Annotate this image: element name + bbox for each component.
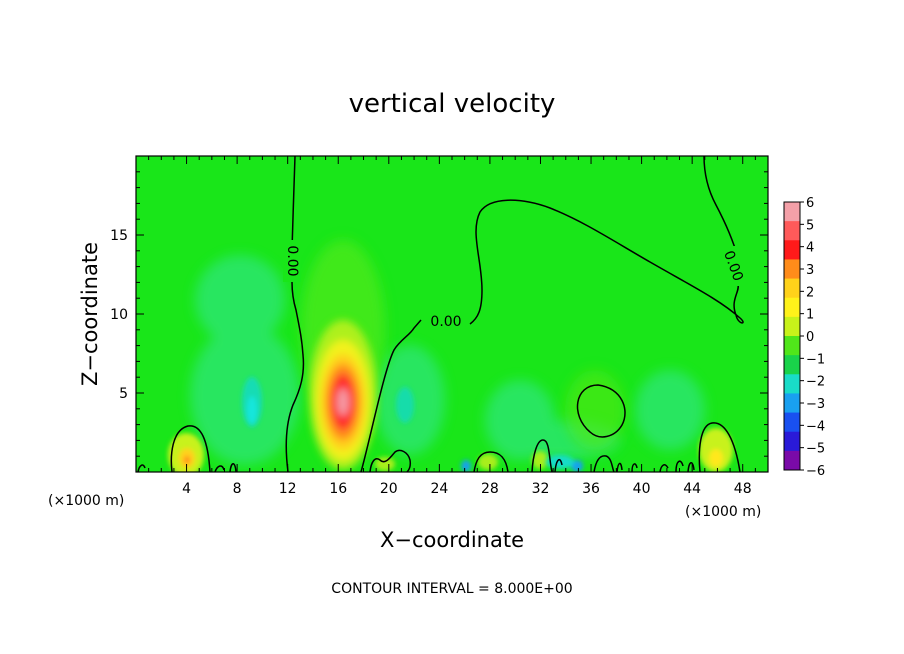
contour-line xyxy=(469,199,744,325)
contour-line xyxy=(687,462,695,472)
x-tick-label: 48 xyxy=(734,481,752,497)
colorbar-swatch xyxy=(784,240,800,260)
colorbar-swatch xyxy=(784,221,800,241)
axis-ticks xyxy=(136,156,768,472)
colorbar-label: 0 xyxy=(806,330,814,345)
downdraft-region xyxy=(247,396,257,424)
colorbar-label: −2 xyxy=(806,375,825,390)
x-tick-label: 28 xyxy=(481,481,499,497)
x-tick-label: 44 xyxy=(683,481,701,497)
contour-line xyxy=(576,384,626,438)
plot-area xyxy=(136,156,768,472)
colorbar-swatch xyxy=(784,431,800,452)
weak-updraft-region xyxy=(565,370,625,450)
x-tick-labels: 4 8 12 16 20 24 28 32 36 40 44 48 xyxy=(182,481,752,497)
colorbar-label: 2 xyxy=(806,285,814,300)
right-updraft xyxy=(699,428,733,472)
main-updraft xyxy=(309,320,377,470)
colorbar-label: 3 xyxy=(806,263,814,278)
colorbar-label: 5 xyxy=(806,218,814,233)
contour-line xyxy=(369,449,411,472)
contour-line xyxy=(616,462,623,472)
colorbar-labels: 6 5 4 3 2 1 0 −1 −2 −3 −4 −5 −6 xyxy=(806,196,825,479)
x-tick-label: 40 xyxy=(633,481,651,497)
x-tick-label: 20 xyxy=(380,481,398,497)
colorbar-label: −6 xyxy=(806,464,825,479)
updraft-core xyxy=(337,388,349,416)
x-tick-label: 36 xyxy=(582,481,600,497)
x-unit-left: (×1000 m) xyxy=(48,493,124,509)
colorbar-swatch xyxy=(784,202,800,222)
surface-updrafts xyxy=(375,451,548,471)
weak-downdraft-regions xyxy=(190,255,705,465)
colorbar-swatch xyxy=(784,355,800,375)
x-tick-label: 4 xyxy=(182,481,191,497)
colorbar-label: 4 xyxy=(806,241,814,256)
contour-line xyxy=(675,460,684,472)
contour-label-bg xyxy=(424,313,468,330)
colorbar-swatch xyxy=(784,336,800,356)
x-tick-label: 32 xyxy=(532,481,550,497)
contour-line xyxy=(229,463,237,472)
surface-updraft xyxy=(532,451,548,469)
colorbar-swatch xyxy=(784,297,800,318)
colorbar-swatch xyxy=(784,374,800,394)
contour-label: 0.00 xyxy=(284,245,300,276)
contour-label-bg xyxy=(724,246,742,286)
updraft-layer xyxy=(709,449,723,467)
colorbar-swatch xyxy=(784,259,800,280)
surface-updraft xyxy=(478,454,498,470)
colorbar-swatch xyxy=(784,278,800,299)
contour-label-bg xyxy=(283,240,301,282)
contour-line xyxy=(137,464,146,472)
contour-interval-note: CONTOUR INTERVAL = 8.000E+00 xyxy=(331,581,572,597)
colorbar-label: −3 xyxy=(806,397,825,412)
y-axis-label: Z−coordinate xyxy=(78,242,102,386)
colorbar xyxy=(783,201,804,471)
contour-line xyxy=(698,422,741,472)
contour-labels: 0.00 0.00 0.00 xyxy=(283,240,746,330)
x-tick-label: 12 xyxy=(279,481,297,497)
x-tick-label: 24 xyxy=(430,481,448,497)
weak-downdraft-region xyxy=(635,370,705,450)
contour-line xyxy=(170,425,211,472)
contour-line xyxy=(360,319,422,472)
downdraft-region xyxy=(571,460,583,472)
colorbar-swatch xyxy=(784,393,800,414)
y-tick-label: 15 xyxy=(110,228,128,244)
contour-line xyxy=(473,451,509,472)
x-tick-label: 16 xyxy=(329,481,347,497)
colorbar-label: −4 xyxy=(806,419,825,434)
colorbar-swatch xyxy=(784,412,800,433)
x-unit-right: (×1000 m) xyxy=(685,504,761,520)
colorbar-label: −1 xyxy=(806,352,825,367)
colorbar-swatch xyxy=(784,316,800,337)
colorbar-label: −5 xyxy=(806,442,825,457)
downdraft-region xyxy=(396,387,414,423)
left-updraft xyxy=(168,433,204,472)
contour-line xyxy=(214,465,225,472)
y-tick-label: 10 xyxy=(110,307,128,323)
contour-line xyxy=(554,458,563,472)
x-axis-label: X−coordinate xyxy=(380,528,524,552)
y-tick-label: 5 xyxy=(119,386,128,402)
updraft-layer xyxy=(184,456,190,464)
x-tick-label: 8 xyxy=(233,481,242,497)
colorbar-label: 6 xyxy=(806,196,814,211)
contour-line xyxy=(703,156,739,259)
y-tick-labels: 5 10 15 xyxy=(110,228,128,402)
downdraft-region xyxy=(546,455,574,469)
downdraft-region xyxy=(461,460,471,472)
contour-line xyxy=(659,464,669,472)
colorbar-swatch xyxy=(784,450,800,471)
contour-line xyxy=(531,439,553,472)
contour-line xyxy=(631,463,638,472)
colorbar-label: 1 xyxy=(806,308,814,323)
chart-title: vertical velocity xyxy=(349,89,556,119)
contour-label: 0.00 xyxy=(430,314,461,330)
contour-line xyxy=(593,455,615,472)
downdraft-regions xyxy=(242,377,583,472)
weak-downdraft-region xyxy=(195,255,285,345)
